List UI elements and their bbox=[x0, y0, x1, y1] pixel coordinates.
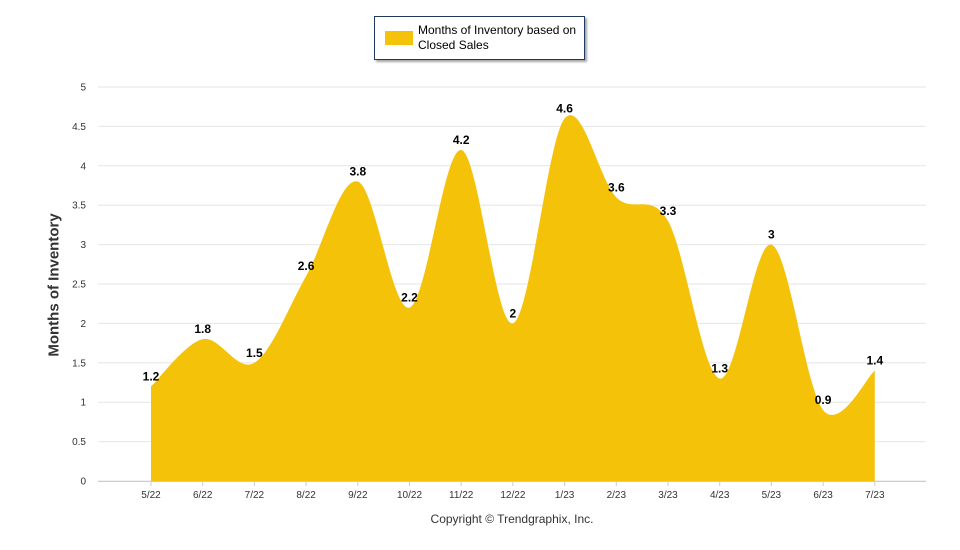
data-label: 3.6 bbox=[608, 180, 625, 194]
x-tick-label: 7/22 bbox=[245, 490, 265, 501]
data-label: 2.2 bbox=[401, 291, 418, 305]
data-label: 4.2 bbox=[453, 133, 470, 147]
x-tick-label: 7/23 bbox=[865, 490, 885, 501]
data-label: 0.9 bbox=[815, 393, 832, 407]
data-label: 1.8 bbox=[194, 322, 211, 336]
data-label: 1.2 bbox=[143, 369, 160, 383]
y-tick-label: 1 bbox=[80, 398, 86, 409]
y-tick-label: 0.5 bbox=[72, 437, 86, 448]
series-area bbox=[151, 115, 875, 481]
data-label: 2 bbox=[510, 306, 517, 320]
data-label: 3.3 bbox=[660, 204, 677, 218]
legend-swatch bbox=[385, 31, 413, 45]
x-tick-label: 4/23 bbox=[710, 490, 730, 501]
data-label: 3.8 bbox=[349, 165, 366, 179]
y-tick-label: 0 bbox=[80, 477, 86, 488]
legend[interactable]: Months of Inventory based on Closed Sale… bbox=[374, 16, 585, 60]
copyright-text: Copyright © Trendgraphix, Inc. bbox=[430, 512, 594, 526]
area-series bbox=[151, 115, 875, 481]
data-label: 4.6 bbox=[556, 102, 573, 116]
data-label: 3 bbox=[768, 228, 775, 242]
y-tick-label: 4 bbox=[80, 161, 86, 172]
y-tick-label: 2.5 bbox=[72, 280, 86, 291]
data-labels: 1.2 1.8 1.5 2.6 3.8 2.2 4.2 2 4.6 3.6 3.3 1.3 3 0.9 1.… bbox=[143, 102, 884, 408]
x-tick-label: 9/22 bbox=[348, 490, 368, 501]
x-tick-label: 5/22 bbox=[141, 490, 161, 501]
x-tick-label: 12/22 bbox=[500, 490, 525, 501]
x-tick-label: 5/23 bbox=[762, 490, 782, 501]
data-label: 2.6 bbox=[298, 259, 315, 273]
y-tick-label: 2 bbox=[80, 319, 86, 330]
x-tick-label: 3/23 bbox=[658, 490, 678, 501]
x-tick-label: 1/23 bbox=[555, 490, 575, 501]
y-tick-label: 1.5 bbox=[72, 358, 86, 369]
y-tick-label: 3 bbox=[80, 240, 86, 251]
data-label: 1.5 bbox=[246, 346, 263, 360]
legend-label: Months of Inventory based on Closed Sale… bbox=[418, 23, 577, 52]
y-axis-title: Months of Inventory bbox=[45, 213, 63, 357]
x-tick-label: 6/23 bbox=[813, 490, 833, 501]
y-tick-label: 3.5 bbox=[72, 201, 86, 212]
data-label: 1.4 bbox=[866, 354, 883, 368]
x-tick-label: 11/22 bbox=[449, 490, 474, 501]
data-label: 1.3 bbox=[711, 362, 728, 376]
x-tick-label: 10/22 bbox=[397, 490, 422, 501]
y-tick-label: 4.5 bbox=[72, 122, 86, 133]
x-tick-label: 6/22 bbox=[193, 490, 213, 501]
axes: 0 0.5 1 1.5 2 2.5 3 3.5 4 4.5 5 5/22 6/22 7/22 8/22 9/2… bbox=[72, 83, 926, 501]
y-tick-label: 5 bbox=[80, 83, 86, 94]
x-tick-label: 2/23 bbox=[607, 490, 627, 501]
x-tick-label: 8/22 bbox=[296, 490, 316, 501]
